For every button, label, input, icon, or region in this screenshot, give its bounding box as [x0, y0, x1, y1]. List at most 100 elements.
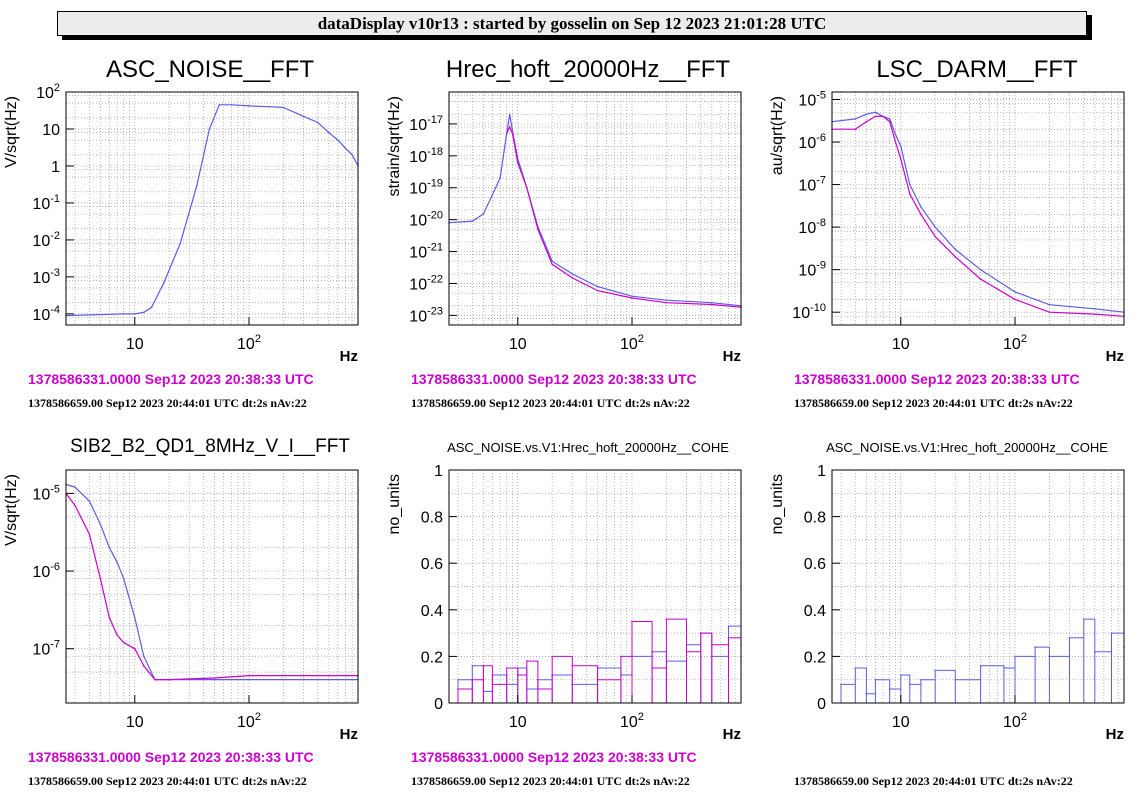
data-point: [651, 667, 653, 669]
data-point: [899, 158, 902, 160]
data-point: [213, 678, 216, 681]
series-2-line: [506, 125, 742, 308]
data-point: [979, 268, 982, 271]
chart-panel-3: LSC_DARM__FFT 10 102 10-10 10-9 10-8 10-7 10-6 1…: [769, 56, 1125, 410]
data-point: [337, 139, 339, 141]
y-tick-label: 10-20: [409, 210, 443, 230]
data-point: [854, 128, 857, 131]
y-axis-label: V/sqrt(Hz): [3, 474, 20, 546]
series-1-line: [65, 104, 359, 317]
fft-info: 1378586659.00 Sep12 2023 20:44:01 UTC dt…: [794, 396, 1073, 410]
data-point: [920, 206, 922, 208]
data-point: [122, 577, 125, 580]
data-point: [248, 105, 250, 107]
data-point: [1003, 667, 1005, 669]
data-point: [727, 625, 730, 627]
data-point: [88, 500, 91, 502]
data-point: [268, 105, 270, 108]
data-point: [1094, 650, 1096, 653]
data-point: [491, 194, 494, 196]
y-tick-label: 10-7: [798, 175, 826, 195]
data-point: [571, 273, 574, 275]
data-point: [934, 226, 936, 228]
series-1-line: [831, 111, 1125, 313]
data-point: [457, 678, 459, 681]
data-point: [874, 111, 877, 114]
data-point: [196, 184, 198, 187]
y-tick-label: 0.6: [804, 556, 826, 573]
data-point: [934, 235, 936, 238]
chart-panel-1: ASC_NOISE__FFT 10 102 10-4 10-3 10-2 10-1 1 10 10…: [3, 56, 359, 410]
x-axis-label: Hz: [1106, 726, 1124, 743]
data-point: [711, 643, 713, 646]
y-tick-label: 10-22: [409, 273, 443, 293]
reference-time: 1378586331.0000 Sep12 2023 20:38:33 UTC: [28, 749, 314, 765]
y-axis-label: strain/sqrt(Hz): [386, 96, 403, 196]
data-point: [1068, 636, 1071, 639]
y-tick-label: 10-1: [32, 193, 60, 213]
y-tick-label: 0: [434, 696, 443, 713]
data-point: [665, 299, 668, 301]
y-tick-label: 10: [42, 122, 60, 139]
data-point: [979, 278, 982, 280]
data-point: [74, 504, 76, 507]
data-point: [208, 128, 211, 130]
data-point: [218, 104, 221, 106]
chart-title: ASC_NOISE.vs.V1:Hrec_hoft_20000Hz__COHE: [826, 440, 1108, 455]
data-point: [665, 618, 668, 620]
y-tick-label: 10-6: [32, 561, 60, 581]
plot-frame: [831, 91, 1125, 326]
data-point: [482, 213, 485, 215]
data-point: [888, 120, 891, 123]
data-point: [537, 688, 539, 690]
x-tick-label: 102: [1003, 333, 1027, 353]
data-point: [516, 162, 519, 164]
y-tick-label: 10-4: [32, 304, 60, 324]
data-point: [1048, 303, 1051, 306]
data-point: [1094, 313, 1096, 315]
y-tick-label: 10-3: [32, 267, 60, 287]
data-point: [854, 667, 857, 669]
y-tick-label: 10-5: [32, 483, 60, 503]
reference-time: 1378586331.0000 Sep12 2023 20:38:33 UTC: [411, 371, 697, 387]
y-tick-label: 10-10: [792, 302, 826, 322]
data-point: [248, 678, 250, 681]
data-point: [116, 634, 118, 636]
data-point: [909, 183, 911, 186]
y-axis-label: no_units: [769, 474, 786, 535]
data-point: [979, 664, 982, 667]
y-tick-label: 0.8: [421, 510, 443, 527]
data-point: [631, 297, 633, 299]
data-point: [631, 295, 633, 297]
data-point: [491, 683, 494, 686]
y-tick-label: 1: [817, 463, 826, 480]
chart-panel-2: Hrec_hoft_20000Hz__FFT 10 102 10-23 10-22 10-…: [386, 56, 742, 410]
data-point: [508, 126, 511, 128]
data-point: [899, 145, 902, 147]
y-tick-label: 0.4: [804, 603, 826, 620]
y-axis-label: au/sqrt(Hz): [769, 96, 786, 175]
data-point: [351, 154, 353, 156]
data-point: [133, 647, 136, 650]
data-point: [596, 285, 599, 288]
data-point: [1048, 311, 1051, 313]
data-point: [88, 533, 91, 535]
data-point: [551, 655, 553, 658]
data-point: [874, 115, 877, 118]
y-tick-label: 1: [51, 159, 60, 176]
data-point: [179, 242, 182, 245]
data-point: [1014, 291, 1016, 293]
data-point: [482, 664, 485, 667]
chart-panel-4: SIB2_B2_QD1_8MHz_V_I__FFT 10 102 10-7 10-6 10…: [3, 436, 359, 788]
series-2-line: [65, 493, 358, 681]
data-point: [888, 118, 891, 120]
y-tick-label: 10-18: [409, 146, 443, 166]
y-tick-label: 0.8: [804, 510, 826, 527]
data-point: [954, 256, 957, 258]
data-point: [122, 641, 125, 644]
chart-panel-6: ASC_NOISE.vs.V1:Hrec_hoft_20000Hz__COHE1…: [769, 440, 1125, 788]
chart-title: SIB2_B2_QD1_8MHz_V_I__FFT: [70, 436, 350, 457]
data-point: [499, 177, 501, 179]
data-point: [920, 678, 922, 681]
data-point: [99, 577, 102, 580]
